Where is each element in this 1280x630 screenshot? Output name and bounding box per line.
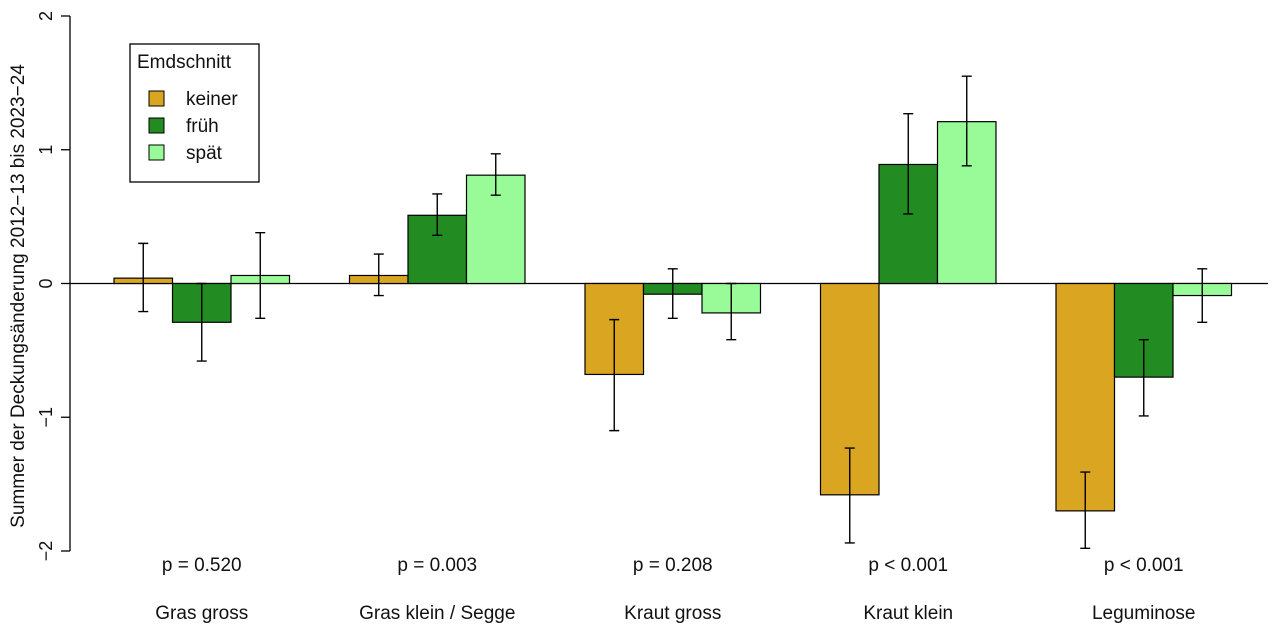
error-bar [255,231,266,319]
legend: Emdschnitt keiner früh spät [129,43,260,183]
category-label: Kraut gross [624,603,721,624]
category-labels: p = 0.520 Gras gross p = 0.003 Gras klein /… [155,555,1195,624]
error-bars [138,75,1208,550]
legend-label: spät [186,143,223,164]
y-tick-label: 0 [36,278,56,288]
error-bar [490,153,501,196]
legend-swatch [148,144,165,161]
category-label: Leguminose [1092,603,1196,624]
p-value-label: p = 0.003 [397,555,477,576]
legend-swatch [148,117,165,134]
p-value-label: p < 0.001 [1104,555,1184,576]
y-tick-label: −2 [36,541,56,562]
error-bar [609,318,620,432]
legend-label: keiner [186,89,238,110]
error-bar [1197,268,1208,323]
error-bar [961,75,972,167]
error-bar [844,447,855,544]
error-bar [1138,338,1149,417]
y-tick-label: −1 [36,407,56,428]
legend-title: Emdschnitt [137,52,232,73]
y-tick-label: 2 [36,11,56,21]
category-label: Gras klein / Segge [359,603,515,624]
p-value-label: p < 0.001 [868,555,948,576]
error-bar [1080,471,1091,550]
legend-swatch [148,90,165,107]
category-label: Kraut klein [863,603,953,624]
error-bar [726,282,737,341]
p-value-label: p = 0.520 [162,555,242,576]
error-bar [138,242,149,313]
legend-label: früh [186,116,219,137]
error-bar [432,193,443,237]
error-bar [903,112,914,215]
y-tick-label: 1 [36,145,56,155]
y-axis-title: Summer der Deckungsänderung 2012−13 bis … [8,64,29,528]
error-bar [667,268,678,319]
p-value-label: p = 0.208 [633,555,713,576]
error-bar [196,282,207,362]
error-bar [373,253,384,297]
legend-items: keiner früh spät [148,89,238,164]
category-label: Gras gross [155,603,248,624]
